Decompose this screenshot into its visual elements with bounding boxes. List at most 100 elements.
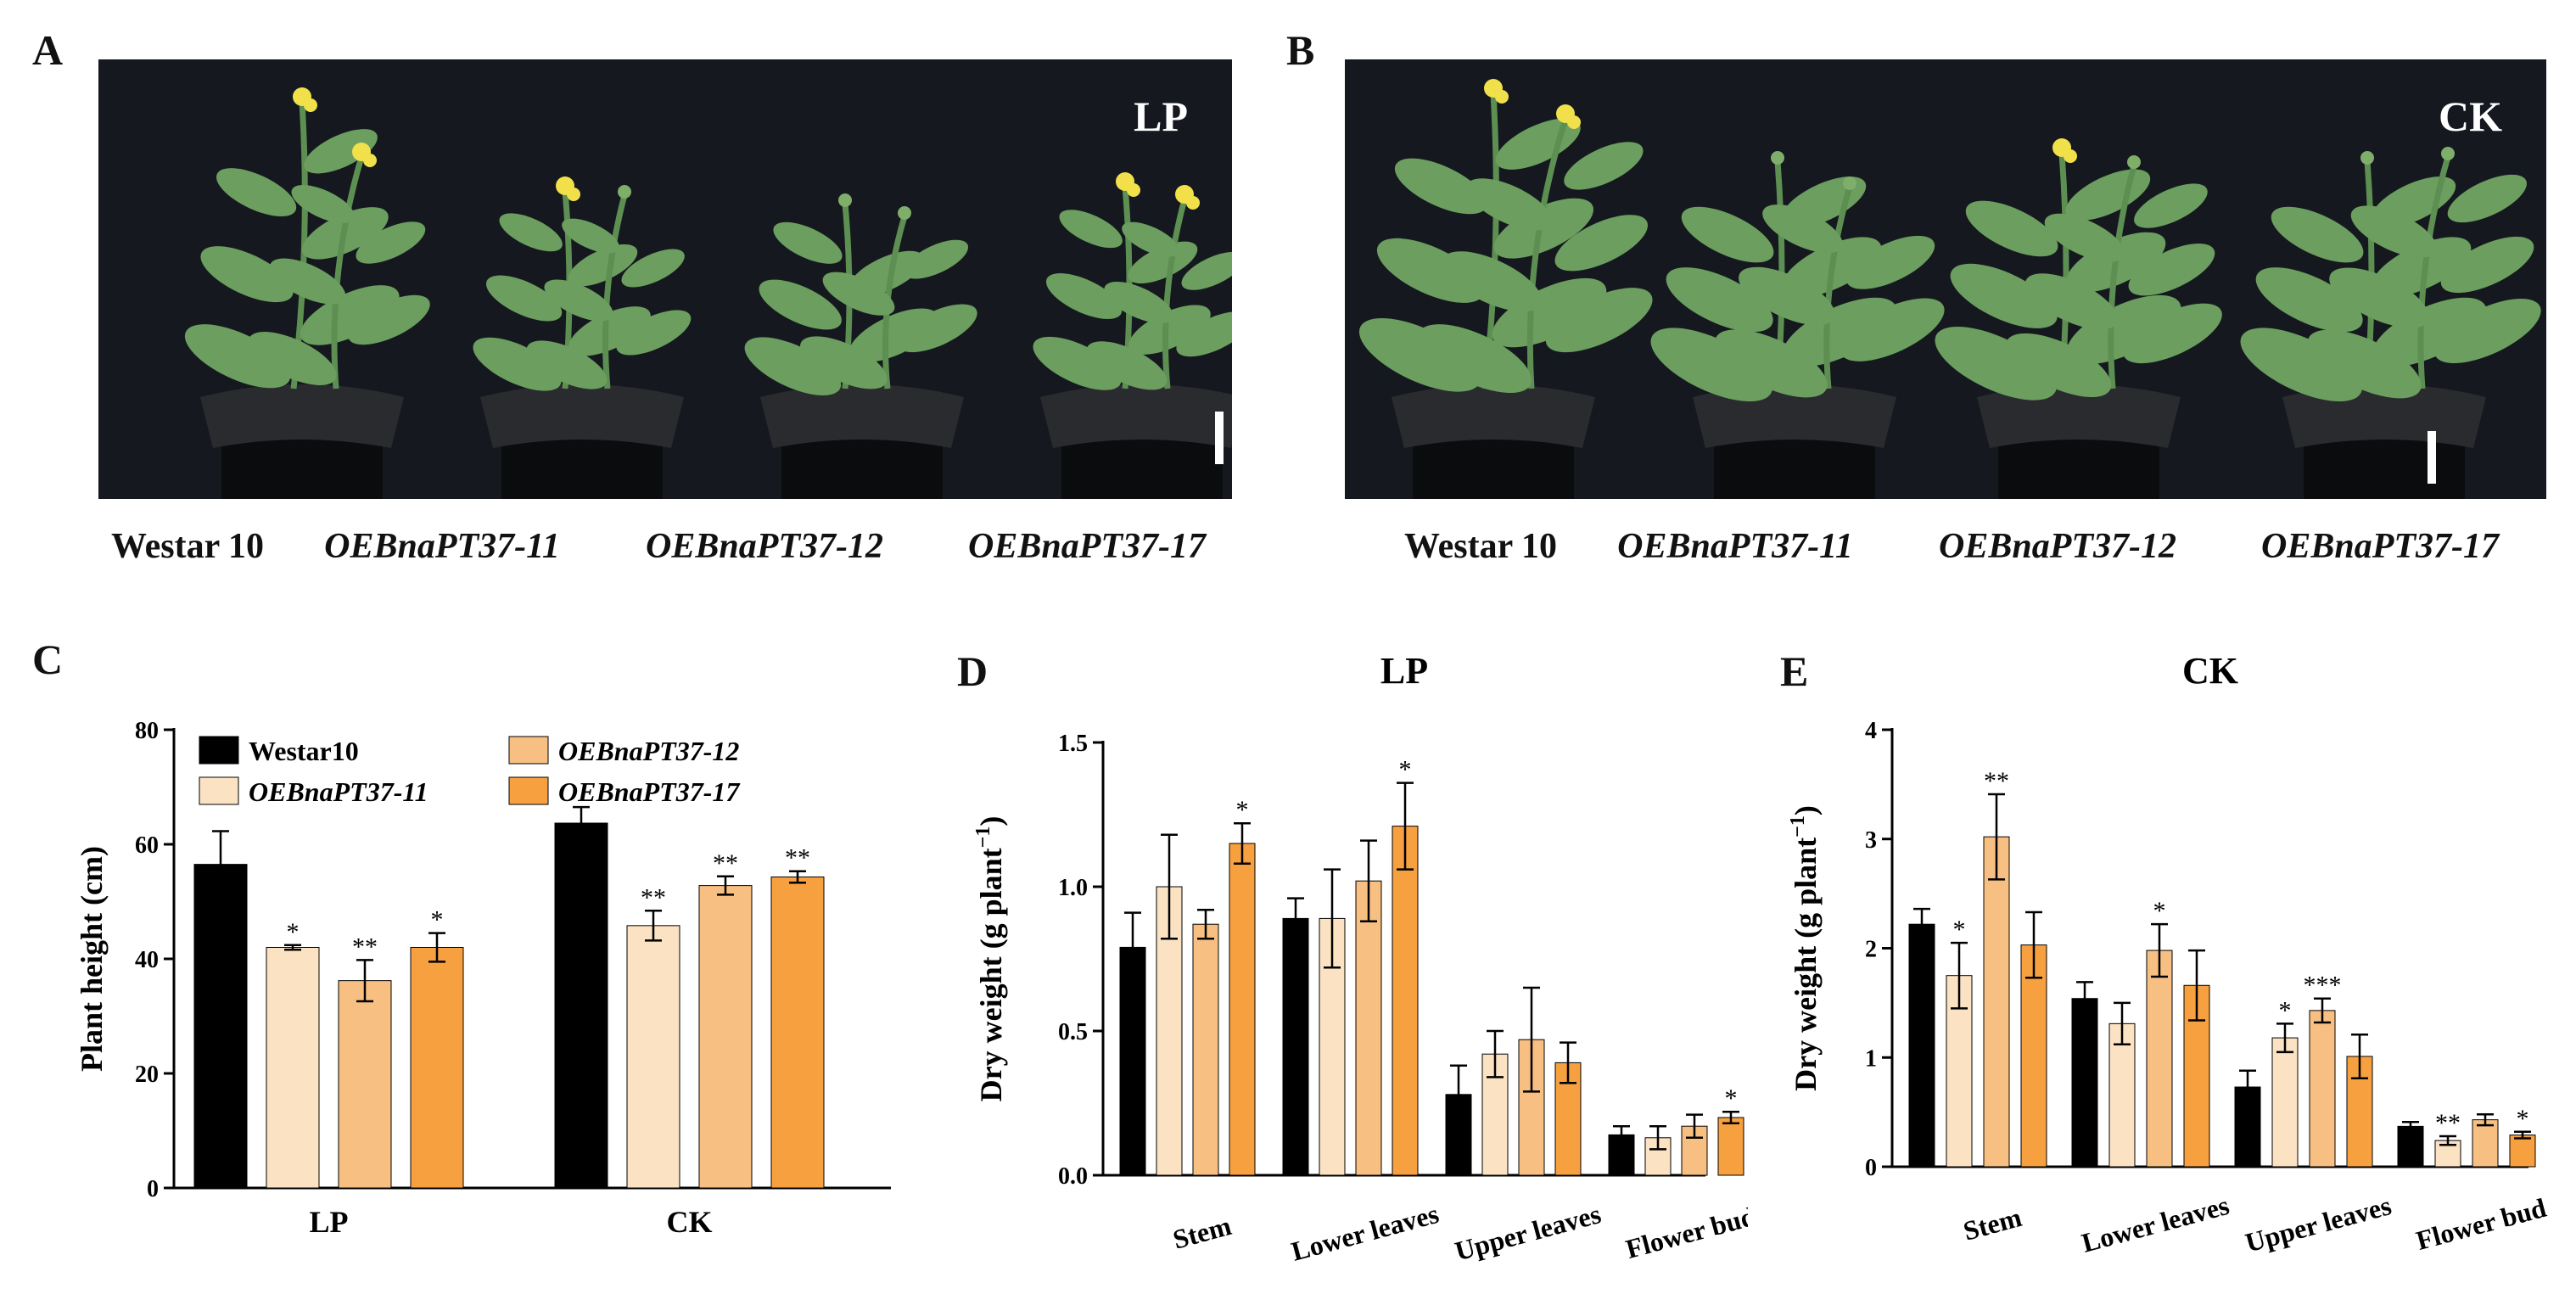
leaf (1122, 221, 1179, 257)
plant (2240, 147, 2541, 499)
y-tick-label: 3 (1865, 827, 1877, 854)
genotype-label: Westar 10 (1403, 527, 1558, 566)
bud (618, 185, 631, 199)
bar (1983, 836, 2010, 1168)
panel-letter-a: A (32, 26, 64, 74)
leaf (1681, 206, 1774, 263)
leaf (1181, 251, 1232, 290)
flower (567, 188, 580, 201)
stem (2108, 165, 2137, 389)
leaf (2447, 174, 2527, 223)
photo-panel-lp: LP (98, 59, 1232, 499)
leaf (1086, 341, 1168, 390)
plant (1033, 172, 1232, 499)
significance-label: * (1399, 756, 1412, 784)
significance-label: * (1725, 1084, 1738, 1112)
leaf (269, 258, 346, 305)
leaf (1715, 329, 1828, 398)
bar (1355, 880, 1382, 1176)
genotype-label: OEBnaPT37-11 (1617, 527, 1853, 566)
leaf (1059, 210, 1123, 249)
leaf (897, 304, 977, 353)
panel-letter-c: C (32, 636, 64, 683)
leaf (2134, 183, 2208, 228)
legend-label: OEBnaPT37-11 (249, 776, 428, 807)
bar (1282, 917, 1309, 1176)
genotype-label: OEBnaPT37-11 (324, 527, 560, 566)
leaf (2372, 297, 2487, 367)
plant (1650, 151, 1945, 499)
leaf (544, 279, 613, 322)
leaf (1965, 200, 2058, 257)
legend-label: Westar10 (249, 736, 359, 766)
bar (2020, 944, 2047, 1168)
x-tick-label: Lower leaves (2079, 1190, 2232, 1258)
bud (2441, 147, 2455, 160)
leaf (2066, 294, 2181, 365)
leaf (216, 168, 297, 217)
genotype-labels-b: Westar 10 OEBnaPT37-11 OEBnaPT37-12 OEBn… (1392, 526, 2571, 567)
flower (1127, 183, 1140, 197)
leaf (1442, 251, 1543, 312)
bar (2509, 1135, 2536, 1168)
bar (2309, 1010, 2336, 1168)
x-tick-label: Stem (1960, 1202, 2025, 1247)
pot-bag (480, 384, 684, 448)
leaf (1104, 282, 1173, 323)
pot-bag (1392, 384, 1595, 448)
leaf (2128, 244, 2215, 296)
leaf (1650, 328, 1772, 402)
significance-label: ** (713, 849, 738, 877)
flower (304, 98, 317, 112)
leaf (1128, 305, 1211, 355)
bar (410, 947, 464, 1189)
stem (331, 156, 365, 389)
stem (1162, 199, 1188, 389)
bar (626, 925, 680, 1189)
leaf (300, 285, 400, 345)
x-tick-label: Upper leaves (2242, 1190, 2394, 1258)
leaf (2440, 236, 2534, 294)
bud (2360, 151, 2374, 165)
y-tick-label: 60 (135, 832, 159, 859)
y-tick-label: 20 (135, 1062, 159, 1088)
y-axis-label: Dry weight (g plant−1) (1787, 805, 1823, 1091)
leaf (1045, 273, 1123, 319)
pot-bag (1040, 384, 1232, 448)
stem (2417, 156, 2451, 389)
leaf (1840, 298, 1945, 361)
significance-label: * (2517, 1105, 2529, 1133)
leaf (2006, 333, 2112, 397)
bud (838, 193, 852, 207)
panel-letter-e: E (1780, 647, 1809, 695)
bar (1119, 946, 1146, 1176)
photo-panel-ck: CK (1345, 59, 2546, 499)
pot-bag (1977, 384, 2181, 448)
legend-swatch (199, 776, 239, 805)
chart-dry-weight-lp: 0.0 0.5 1.0 1.5 Dry weight (g plant−1) LP * Ste… (972, 650, 1748, 1267)
significance-label: ** (1984, 767, 2009, 795)
leaf (2044, 213, 2125, 262)
significance-label: ** (785, 844, 810, 872)
x-tick-label: Lower leaves (1288, 1198, 1442, 1267)
y-tick-label: 0 (1865, 1155, 1877, 1181)
leaf (2024, 273, 2119, 330)
leaf (1782, 297, 1897, 367)
leaf (1846, 235, 1935, 289)
leaf (616, 310, 692, 356)
leaf (348, 294, 430, 345)
bud (898, 206, 911, 220)
leaf (2255, 267, 2363, 333)
leaf (773, 221, 843, 264)
genotype-label: Westar 10 (110, 527, 265, 566)
plant (473, 176, 692, 499)
scale-bar (1215, 412, 1224, 464)
panel-letter-d: D (957, 647, 988, 695)
x-tick-label: Flower bud (2413, 1192, 2550, 1256)
y-axis-label: Plant height (cm) (75, 846, 109, 1072)
bar (2108, 1022, 2136, 1168)
bud (1771, 151, 1784, 165)
leaf (2240, 328, 2362, 402)
